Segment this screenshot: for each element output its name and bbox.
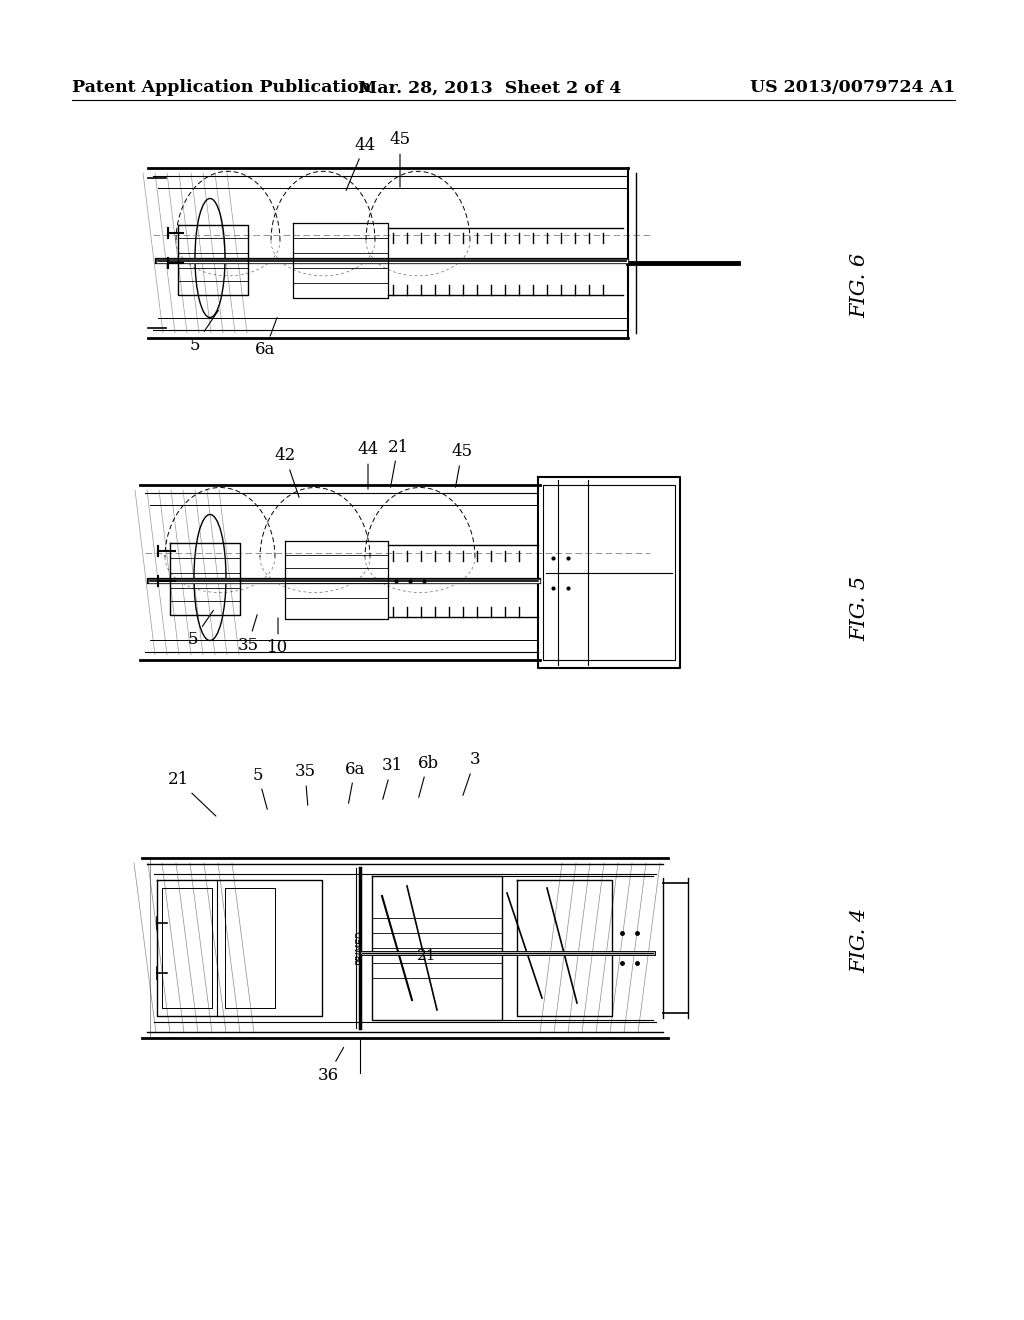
Text: 31: 31	[381, 758, 402, 800]
Text: 44: 44	[357, 441, 379, 490]
Text: PRIMED: PRIMED	[355, 931, 365, 965]
Text: 42: 42	[274, 447, 299, 498]
Text: 21: 21	[167, 771, 216, 816]
Text: 45: 45	[452, 444, 472, 487]
Text: 6a: 6a	[345, 760, 366, 804]
Text: 5: 5	[189, 310, 218, 354]
Text: 21: 21	[417, 949, 437, 964]
Text: 45: 45	[389, 132, 411, 187]
Text: Mar. 28, 2013  Sheet 2 of 4: Mar. 28, 2013 Sheet 2 of 4	[358, 79, 622, 96]
Text: US 2013/0079724 A1: US 2013/0079724 A1	[750, 79, 955, 96]
Text: 5: 5	[187, 610, 213, 648]
Text: 3: 3	[463, 751, 480, 796]
Text: 10: 10	[267, 618, 289, 656]
Text: 6a: 6a	[255, 318, 278, 359]
Text: FIG. 5: FIG. 5	[851, 576, 869, 640]
Text: 35: 35	[238, 615, 259, 653]
Text: 21: 21	[387, 438, 409, 487]
Text: 35: 35	[295, 763, 315, 805]
Text: 6b: 6b	[418, 755, 438, 797]
Text: 5: 5	[253, 767, 267, 809]
Text: FIG. 4: FIG. 4	[851, 907, 869, 973]
Text: FIG. 6: FIG. 6	[851, 252, 869, 318]
Text: 44: 44	[346, 136, 376, 190]
Text: 36: 36	[317, 1047, 344, 1084]
Text: Patent Application Publication: Patent Application Publication	[72, 79, 372, 96]
